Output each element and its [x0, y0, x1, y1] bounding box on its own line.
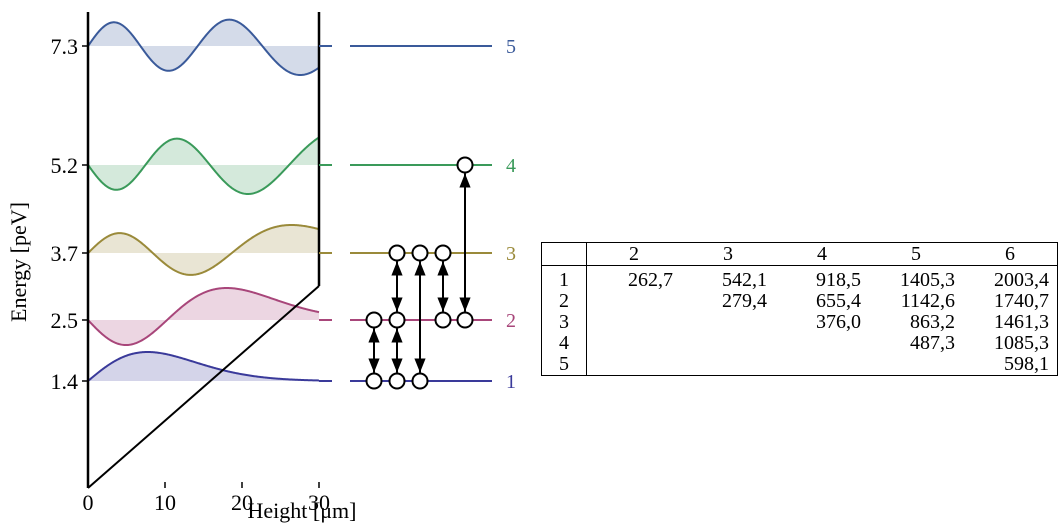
- table-cell: 655,4: [816, 290, 861, 312]
- wavefunction-2: [87, 287, 320, 347]
- table-cell: [587, 291, 682, 312]
- table-cell: [681, 333, 775, 354]
- state-circle: [411, 244, 429, 262]
- wavefunction-3: [87, 224, 320, 276]
- table-cell: [775, 333, 869, 354]
- column-header: 3: [681, 242, 775, 266]
- x-tick-label: 0: [83, 490, 94, 515]
- level-label-3: 3: [506, 243, 516, 265]
- table-row: 1 262,7 542,1 918,5 1405,3 2003,4: [541, 265, 1058, 291]
- table-cell: 863,2: [910, 311, 955, 333]
- wavefunction-1: [87, 351, 320, 382]
- state-circle: [434, 311, 452, 329]
- state-circle: [388, 311, 406, 329]
- y-tick-label: 1.4: [51, 369, 79, 394]
- state-circle: [388, 372, 406, 390]
- column-header: 6: [963, 242, 1058, 266]
- table-cell: [869, 354, 963, 376]
- table-cell: [681, 312, 775, 333]
- column-header: 2: [586, 242, 681, 266]
- state-circle: [456, 311, 474, 329]
- x-axis: 0 10 20 30: [83, 482, 330, 515]
- state-circle: [388, 244, 406, 262]
- y-axis: 1.4 2.5 3.7 5.2 7.3: [51, 34, 88, 394]
- x-tick-label: 30: [308, 490, 330, 515]
- x-tick-label: 20: [231, 490, 253, 515]
- level-label-2: 2: [506, 310, 516, 332]
- table-cell: [681, 354, 775, 376]
- level-lines: 1 2 3 4 5: [319, 36, 516, 393]
- y-tick-label: 2.5: [51, 308, 79, 333]
- level-label-1: 1: [506, 371, 516, 393]
- table-cell: 1461,3: [994, 311, 1049, 333]
- wavefunction-fill-4: [88, 137, 319, 194]
- level-label-4: 4: [506, 155, 516, 177]
- state-circle: [411, 372, 429, 390]
- x-tick-label: 10: [154, 490, 176, 515]
- table-cell: [587, 333, 682, 354]
- state-circle: [365, 372, 383, 390]
- row-header: 4: [541, 333, 587, 354]
- table-cell: 1085,3: [994, 332, 1049, 354]
- table-row: 3 376,0 863,2 1461,3: [541, 311, 1058, 333]
- transition-arrows: [365, 156, 474, 390]
- table-cell: 376,0: [816, 311, 861, 333]
- table-cell: 2003,4: [994, 269, 1049, 291]
- potential-well: [86, 12, 321, 489]
- table-cell: [587, 312, 682, 333]
- transition-frequency-table: 2 3 4 5 6 1 262,7 542,1 918,5 1405,3 200…: [541, 242, 1058, 376]
- table-cell: [775, 354, 869, 376]
- table-row: 4 487,3 1085,3: [541, 332, 1058, 354]
- wavefunction-fill-5: [88, 19, 319, 76]
- level-label-5: 5: [506, 36, 516, 58]
- table-row: 5 598,1: [541, 353, 1058, 376]
- table-cell: 487,3: [910, 332, 955, 354]
- y-tick-label: 5.2: [51, 153, 79, 178]
- linear-potential: [87, 285, 320, 489]
- table-cell: 542,1: [722, 269, 767, 291]
- wavefunction-fill-2: [88, 288, 319, 346]
- table-cell: 262,7: [628, 269, 673, 291]
- table-corner: [541, 242, 587, 266]
- table-cell: 918,5: [816, 269, 861, 291]
- column-header: 5: [869, 242, 963, 266]
- wavefunction-5: [87, 18, 320, 76]
- wavefunction-fill-3: [88, 225, 319, 275]
- wavefunction-4: [87, 136, 320, 196]
- table-header-row: 2 3 4 5 6: [541, 242, 1058, 266]
- table-row: 2 279,4 655,4 1142,6 1740,7: [541, 290, 1058, 312]
- state-circle: [434, 244, 452, 262]
- energy-level-diagram: 0 10 20 30 1.4 2.5 3.7 5.2 7.3 1 2 3 4 5 Energy [pe…: [6, 12, 516, 523]
- wavefunctions: [87, 18, 320, 382]
- table-cell: 1142,6: [900, 290, 955, 312]
- table-cell: 1405,3: [900, 269, 955, 291]
- state-circle: [365, 311, 383, 329]
- table-cell: 279,4: [722, 290, 767, 312]
- y-axis-label: Energy [peV]: [6, 202, 31, 322]
- wavefunction-fill-1: [88, 352, 319, 381]
- row-header: 5: [541, 354, 587, 376]
- y-tick-label: 7.3: [51, 34, 79, 59]
- row-header: 3: [541, 312, 587, 333]
- table-cell: 598,1: [1004, 353, 1049, 375]
- transition-table-container: 2 3 4 5 6 1 262,7 542,1 918,5 1405,3 200…: [541, 242, 1058, 376]
- table-cell: 1740,7: [994, 290, 1049, 312]
- x-axis-label: Height [μm]: [248, 498, 357, 523]
- state-circle: [456, 156, 474, 174]
- table-cell: [587, 354, 682, 376]
- row-header: 2: [541, 291, 587, 312]
- column-header: 4: [775, 242, 869, 266]
- row-header: 1: [541, 265, 587, 291]
- y-tick-label: 3.7: [51, 241, 79, 266]
